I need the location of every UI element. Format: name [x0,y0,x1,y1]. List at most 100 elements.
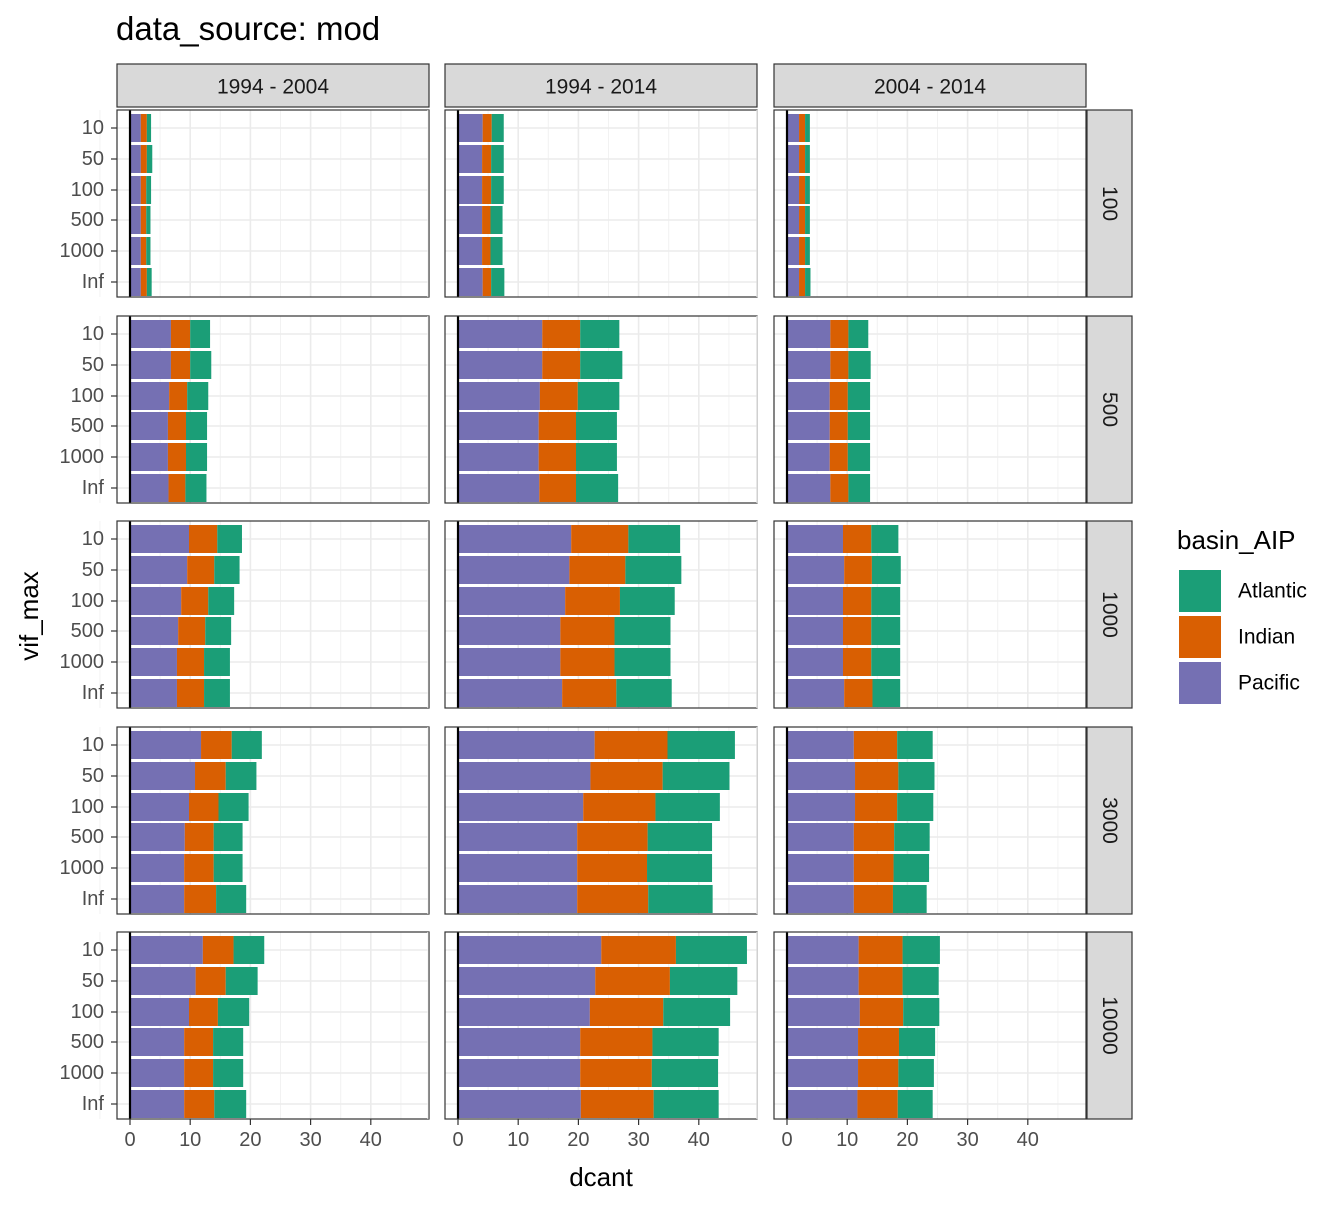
y-tick-label: 100 [71,1001,104,1023]
panel-border [773,520,1087,709]
bar-pacific [458,679,563,707]
bar-indian [482,176,492,204]
bar-atlantic [805,176,810,204]
bar-pacific [458,114,483,142]
facet-strip-background [444,63,758,108]
bar-atlantic [204,679,230,707]
bar-pacific [458,176,483,204]
bar-atlantic [848,474,871,502]
bar-atlantic [491,114,504,142]
bar-atlantic [805,237,810,265]
bar-atlantic [902,967,939,995]
bar-atlantic [897,1090,933,1118]
bar-atlantic [847,412,871,440]
y-tick-label: 10 [82,117,104,139]
facet-strip-background [773,63,1087,108]
bar-pacific [787,648,843,676]
bar-pacific [787,587,843,615]
bar-pacific [787,176,800,204]
bar-pacific [130,206,141,234]
x-tick-label: 40 [1017,1129,1039,1151]
legend-swatch [1179,570,1221,612]
bar-atlantic [146,268,152,296]
panel-border [116,931,430,1120]
bar-pacific [458,936,602,964]
bar-pacific [787,1090,858,1118]
legend: basin_AIP Atlantic Indian Pacific [1177,525,1307,704]
bar-indian [799,176,806,204]
bar-indian [169,382,188,410]
facet-strip-100: 100 [1086,109,1133,298]
legend-item-pacific: Pacific [1179,662,1300,704]
y-tick-label: 10 [82,528,104,550]
bar-pacific [130,936,203,964]
y-tick-label: Inf [82,682,105,704]
bar-indian [577,823,648,851]
bar-indian [195,967,226,995]
x-tick-label: 20 [896,1129,918,1151]
bar-atlantic [898,1059,934,1087]
facet-strip-label: 1994 - 2014 [545,76,657,99]
bar-atlantic [805,206,810,234]
bar-atlantic [897,793,934,821]
bar-pacific [787,382,830,410]
bar-pacific [130,443,168,471]
x-tick-label: 0 [781,1129,792,1151]
bar-pacific [458,998,590,1026]
bar-pacific [787,145,800,173]
bar-indian [830,474,849,502]
bar-indian [539,382,578,410]
bar-indian [560,648,615,676]
bar-indian [859,998,904,1026]
bar-atlantic [872,679,901,707]
panel-1994-2014-1000 [427,520,758,709]
bar-pacific [458,1059,581,1087]
bar-atlantic [187,382,209,410]
bar-pacific [130,823,185,851]
facet-strip-background [116,63,430,108]
bar-indian [538,443,576,471]
bar-atlantic [655,793,720,821]
panel-2004-2014-500 [756,315,1087,504]
bar-indian [140,206,147,234]
bars [787,936,940,1118]
bar-pacific [458,351,543,379]
bar-indian [829,412,848,440]
bar-pacific [458,145,483,173]
bar-atlantic [616,679,672,707]
y-tick-label: 100 [71,179,104,201]
bar-atlantic [146,145,153,173]
bar-pacific [458,412,539,440]
bar-indian [799,268,806,296]
facet-strip-label: 10000 [1098,996,1121,1054]
bar-pacific [130,474,169,502]
facet-strip-background [1086,931,1133,1120]
bar-pacific [130,237,141,265]
bar-pacific [130,793,189,821]
bar-indian [855,762,899,790]
bar-atlantic [231,731,262,759]
y-tick-label: 50 [82,970,104,992]
x-axis: 0 10 20 30 40 0 10 20 30 40 0 10 20 30 40 [124,1119,1039,1151]
bar-pacific [458,525,572,553]
bar-pacific [787,617,843,645]
y-tick-label: 100 [71,385,104,407]
panel-border [116,726,430,915]
bar-pacific [787,998,860,1026]
bar-atlantic [619,587,675,615]
panel-1994-2004-1000: 10 50 100 500 1000 Inf [60,520,430,709]
bar-atlantic [213,854,243,882]
bar-atlantic [225,762,257,790]
bar-indian [176,648,205,676]
legend-title: basin_AIP [1177,525,1296,555]
bar-atlantic [146,237,151,265]
bar-pacific [787,854,854,882]
bar-pacific [130,176,141,204]
bar-pacific [787,474,831,502]
y-tick-label: 500 [71,620,104,642]
bar-indian [184,823,214,851]
legend-item-indian: Indian [1179,616,1295,658]
bar-pacific [130,1059,185,1087]
bar-pacific [130,587,182,615]
